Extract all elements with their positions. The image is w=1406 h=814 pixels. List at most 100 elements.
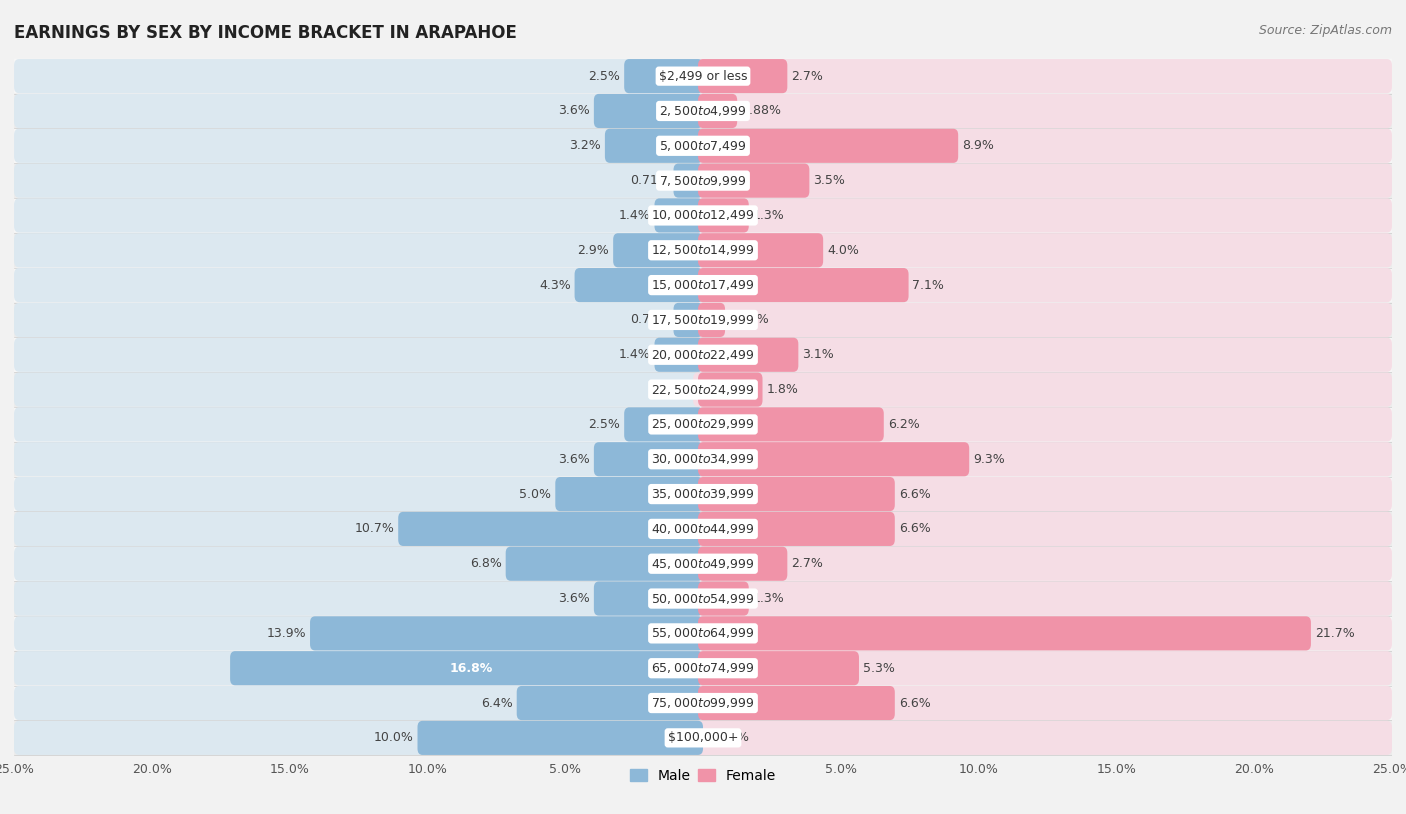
- FancyBboxPatch shape: [14, 651, 1392, 685]
- Text: 6.2%: 6.2%: [887, 418, 920, 431]
- Text: 6.6%: 6.6%: [898, 488, 931, 501]
- FancyBboxPatch shape: [14, 720, 1392, 755]
- Text: 21.7%: 21.7%: [1315, 627, 1354, 640]
- FancyBboxPatch shape: [14, 547, 709, 581]
- FancyBboxPatch shape: [693, 547, 1392, 581]
- Text: 2.5%: 2.5%: [589, 418, 620, 431]
- FancyBboxPatch shape: [697, 129, 957, 163]
- FancyBboxPatch shape: [14, 685, 1392, 720]
- Text: $5,000 to $7,499: $5,000 to $7,499: [659, 139, 747, 153]
- FancyBboxPatch shape: [693, 59, 1392, 93]
- Text: 6.6%: 6.6%: [898, 523, 931, 536]
- Text: 6.8%: 6.8%: [470, 558, 502, 571]
- Text: 3.1%: 3.1%: [803, 348, 834, 361]
- Text: $55,000 to $64,999: $55,000 to $64,999: [651, 627, 755, 641]
- FancyBboxPatch shape: [697, 303, 725, 337]
- Text: $50,000 to $54,999: $50,000 to $54,999: [651, 592, 755, 606]
- Text: $40,000 to $44,999: $40,000 to $44,999: [651, 522, 755, 536]
- Text: 7.1%: 7.1%: [912, 278, 945, 291]
- FancyBboxPatch shape: [697, 547, 787, 581]
- FancyBboxPatch shape: [613, 233, 703, 267]
- Text: $35,000 to $39,999: $35,000 to $39,999: [651, 487, 755, 501]
- Text: $10,000 to $12,499: $10,000 to $12,499: [651, 208, 755, 222]
- FancyBboxPatch shape: [14, 94, 709, 128]
- Text: $22,500 to $24,999: $22,500 to $24,999: [651, 383, 755, 396]
- Text: 16.8%: 16.8%: [450, 662, 494, 675]
- Text: 5.0%: 5.0%: [519, 488, 551, 501]
- FancyBboxPatch shape: [655, 199, 703, 233]
- FancyBboxPatch shape: [593, 442, 703, 476]
- FancyBboxPatch shape: [697, 581, 749, 615]
- Text: $25,000 to $29,999: $25,000 to $29,999: [651, 418, 755, 431]
- Legend: Male, Female: Male, Female: [624, 764, 782, 789]
- Text: 3.5%: 3.5%: [813, 174, 845, 187]
- Text: $2,500 to $4,999: $2,500 to $4,999: [659, 104, 747, 118]
- FancyBboxPatch shape: [693, 338, 1392, 372]
- FancyBboxPatch shape: [697, 651, 859, 685]
- Text: 1.3%: 1.3%: [752, 209, 785, 222]
- FancyBboxPatch shape: [697, 686, 894, 720]
- FancyBboxPatch shape: [693, 616, 1392, 650]
- FancyBboxPatch shape: [14, 546, 1392, 581]
- Text: 10.7%: 10.7%: [354, 523, 394, 536]
- FancyBboxPatch shape: [693, 407, 1392, 441]
- Text: 0.88%: 0.88%: [741, 104, 780, 117]
- Text: 2.7%: 2.7%: [792, 558, 823, 571]
- Text: 5.3%: 5.3%: [863, 662, 894, 675]
- FancyBboxPatch shape: [693, 373, 1392, 407]
- FancyBboxPatch shape: [697, 233, 823, 267]
- FancyBboxPatch shape: [624, 407, 703, 441]
- FancyBboxPatch shape: [673, 164, 703, 198]
- Text: 0.0%: 0.0%: [717, 731, 749, 744]
- Text: Source: ZipAtlas.com: Source: ZipAtlas.com: [1258, 24, 1392, 37]
- FancyBboxPatch shape: [14, 512, 709, 546]
- Text: 1.4%: 1.4%: [619, 209, 651, 222]
- FancyBboxPatch shape: [14, 164, 709, 198]
- FancyBboxPatch shape: [14, 581, 1392, 616]
- FancyBboxPatch shape: [14, 303, 709, 337]
- Text: EARNINGS BY SEX BY INCOME BRACKET IN ARAPAHOE: EARNINGS BY SEX BY INCOME BRACKET IN ARA…: [14, 24, 517, 42]
- FancyBboxPatch shape: [697, 164, 810, 198]
- Text: 0.71%: 0.71%: [630, 174, 669, 187]
- FancyBboxPatch shape: [697, 373, 762, 407]
- FancyBboxPatch shape: [14, 616, 709, 650]
- Text: $2,499 or less: $2,499 or less: [659, 70, 747, 83]
- FancyBboxPatch shape: [575, 268, 703, 302]
- FancyBboxPatch shape: [311, 616, 703, 650]
- FancyBboxPatch shape: [14, 407, 1392, 442]
- FancyBboxPatch shape: [14, 129, 709, 163]
- FancyBboxPatch shape: [624, 59, 703, 93]
- FancyBboxPatch shape: [697, 616, 1310, 650]
- FancyBboxPatch shape: [14, 59, 709, 93]
- FancyBboxPatch shape: [693, 94, 1392, 128]
- FancyBboxPatch shape: [697, 268, 908, 302]
- Text: 0.71%: 0.71%: [630, 313, 669, 326]
- Text: $15,000 to $17,499: $15,000 to $17,499: [651, 278, 755, 292]
- FancyBboxPatch shape: [506, 547, 703, 581]
- Text: $17,500 to $19,999: $17,500 to $19,999: [651, 313, 755, 327]
- Text: 3.6%: 3.6%: [558, 104, 591, 117]
- Text: 3.6%: 3.6%: [558, 592, 591, 605]
- FancyBboxPatch shape: [14, 338, 709, 372]
- Text: 4.3%: 4.3%: [538, 278, 571, 291]
- FancyBboxPatch shape: [14, 129, 1392, 163]
- FancyBboxPatch shape: [593, 581, 703, 615]
- FancyBboxPatch shape: [697, 442, 969, 476]
- FancyBboxPatch shape: [14, 616, 1392, 651]
- Text: 8.9%: 8.9%: [962, 139, 994, 152]
- FancyBboxPatch shape: [593, 94, 703, 128]
- Text: 2.5%: 2.5%: [589, 70, 620, 83]
- Text: 2.7%: 2.7%: [792, 70, 823, 83]
- Text: 2.9%: 2.9%: [578, 243, 609, 256]
- FancyBboxPatch shape: [14, 198, 1392, 233]
- Text: 3.6%: 3.6%: [558, 453, 591, 466]
- FancyBboxPatch shape: [697, 407, 884, 441]
- FancyBboxPatch shape: [14, 651, 709, 685]
- FancyBboxPatch shape: [14, 407, 709, 441]
- Text: 6.6%: 6.6%: [898, 697, 931, 710]
- FancyBboxPatch shape: [14, 268, 1392, 303]
- FancyBboxPatch shape: [418, 721, 703, 755]
- Text: 1.3%: 1.3%: [752, 592, 785, 605]
- Text: $12,500 to $14,999: $12,500 to $14,999: [651, 243, 755, 257]
- FancyBboxPatch shape: [655, 338, 703, 372]
